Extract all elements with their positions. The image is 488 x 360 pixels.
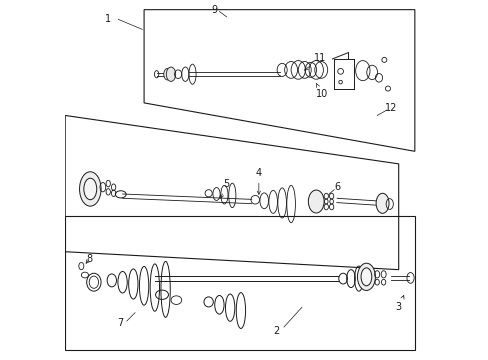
Text: 10: 10 (315, 84, 327, 99)
Text: 1: 1 (105, 14, 111, 24)
Ellipse shape (80, 172, 101, 206)
Text: 12: 12 (385, 103, 397, 113)
Ellipse shape (163, 68, 171, 80)
Ellipse shape (308, 190, 324, 213)
Text: 11: 11 (304, 53, 325, 70)
Ellipse shape (83, 178, 97, 200)
Text: 6: 6 (334, 182, 340, 192)
Text: 4: 4 (255, 168, 262, 194)
Text: 9: 9 (210, 5, 217, 15)
Text: 2: 2 (273, 325, 279, 336)
Text: 7: 7 (118, 319, 123, 328)
Ellipse shape (357, 263, 375, 291)
Ellipse shape (360, 268, 371, 286)
Text: 5: 5 (220, 179, 229, 198)
Ellipse shape (375, 193, 388, 213)
Text: 3: 3 (395, 296, 403, 312)
Text: 8: 8 (86, 254, 92, 264)
Ellipse shape (166, 67, 175, 81)
